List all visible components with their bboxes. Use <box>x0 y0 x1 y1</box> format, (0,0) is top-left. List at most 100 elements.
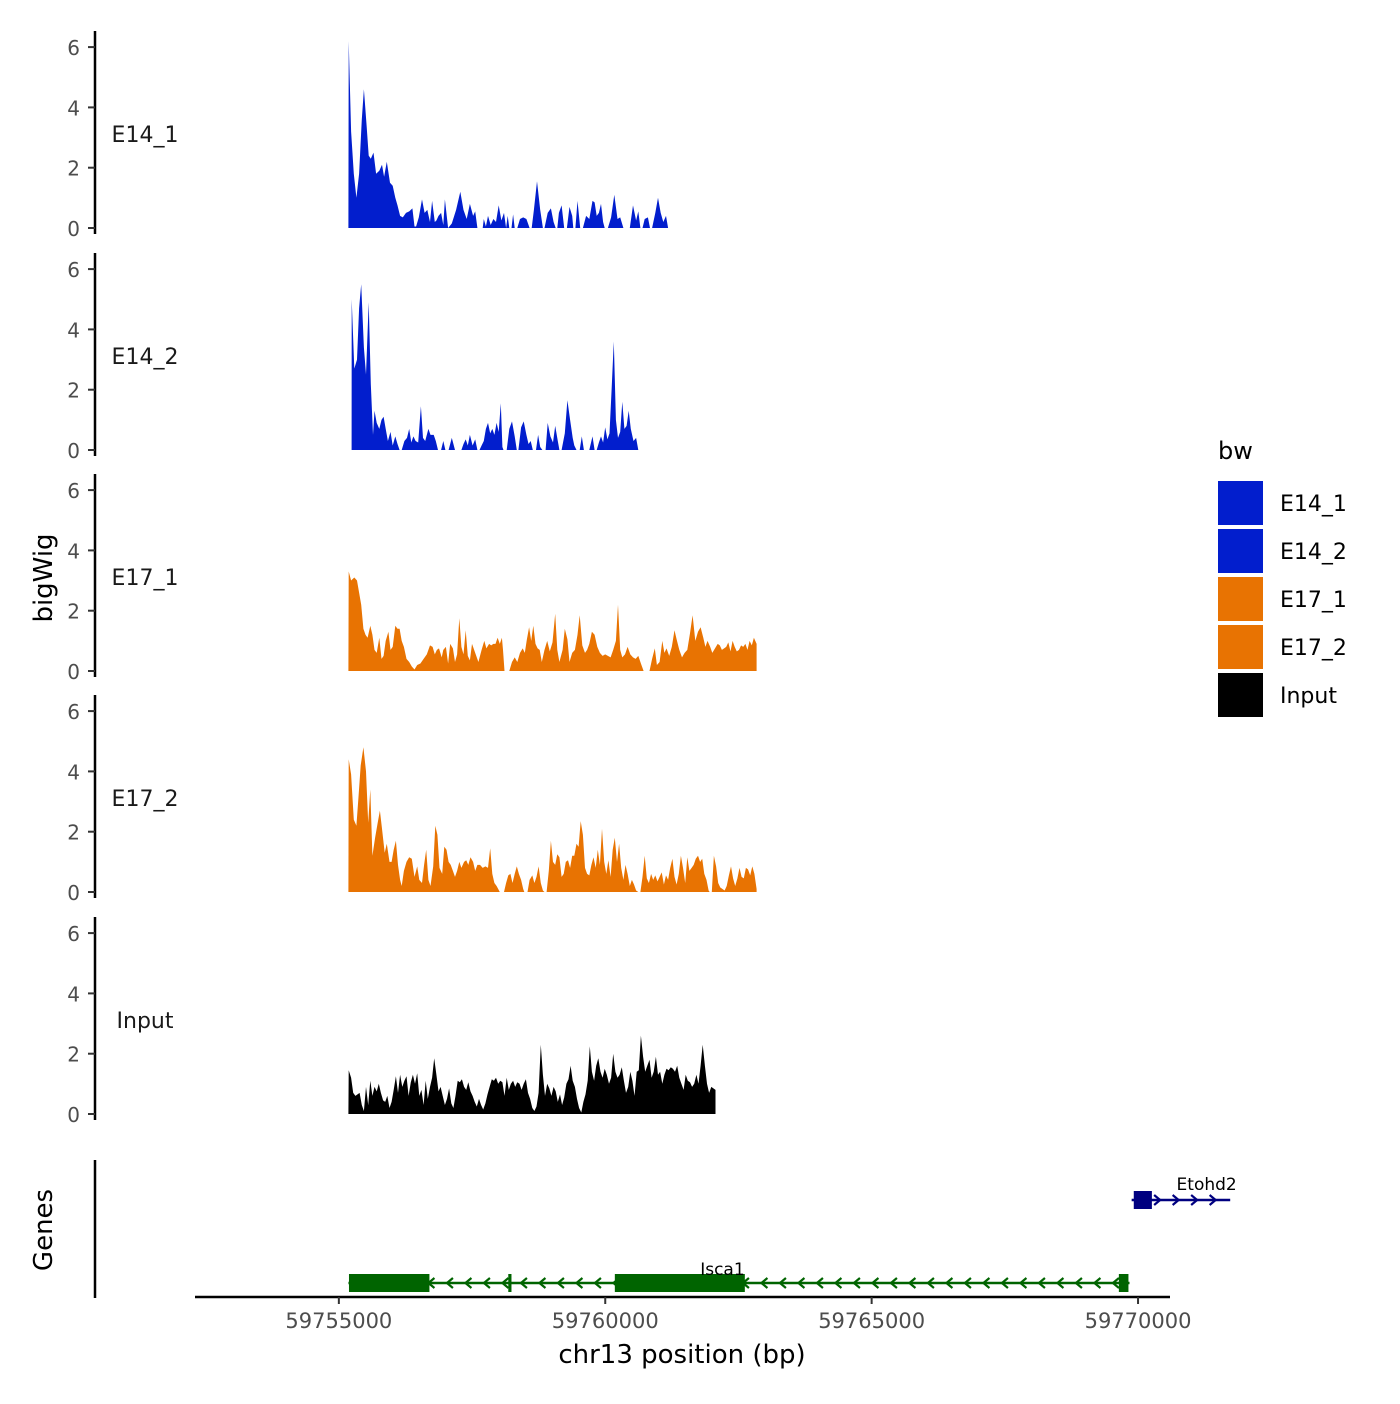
legend-swatch <box>1218 577 1263 621</box>
y-tick-label: 0 <box>67 439 80 463</box>
legend-swatch <box>1218 625 1263 669</box>
y-tick-label: 4 <box>67 539 80 563</box>
legend-label: Input <box>1280 684 1337 709</box>
strand-chevron <box>981 1277 991 1289</box>
strand-chevron <box>870 1277 880 1289</box>
legend-item-E14_2: E14_2 <box>1218 529 1347 573</box>
legend-swatch <box>1218 481 1263 525</box>
y-tick-label: 2 <box>67 821 80 845</box>
strand-chevron <box>944 1277 954 1289</box>
legend-title: bw <box>1218 437 1253 465</box>
x-axis-title: chr13 position (bp) <box>558 1340 805 1370</box>
y-tick-label: 2 <box>67 379 80 403</box>
strand-chevron <box>852 1277 861 1289</box>
track-label: Input <box>117 1009 174 1034</box>
gene-exon <box>1118 1274 1129 1292</box>
legend-label: E17_1 <box>1280 588 1347 613</box>
x-tick-label: 59765000 <box>818 1309 925 1333</box>
legend-label: E14_2 <box>1280 540 1347 565</box>
legend: bw E14_1 E14_2 E17_1 E17_2 Input <box>1218 437 1347 717</box>
y-tick-label: 2 <box>67 157 80 181</box>
strand-chevron <box>1153 1194 1162 1206</box>
signal-area <box>348 1035 716 1114</box>
x-tick-label: 59755000 <box>285 1309 392 1333</box>
legend-item-E17_2: E17_2 <box>1218 625 1347 669</box>
strand-chevron <box>778 1277 787 1289</box>
y-tick-label: 4 <box>67 318 80 342</box>
strand-chevron <box>926 1277 935 1289</box>
legend-swatch <box>1218 673 1263 717</box>
y-tick-label: 0 <box>67 660 80 684</box>
x-tick-label: 59770000 <box>1085 1309 1192 1333</box>
strand-chevron <box>593 1277 602 1289</box>
y-tick-label: 4 <box>67 760 80 784</box>
signal-area <box>351 284 639 450</box>
y-tick-label: 2 <box>67 600 80 624</box>
strand-chevron <box>833 1277 843 1289</box>
gene-Isca1: Isca1 <box>348 1260 1130 1292</box>
strand-chevron <box>1000 1277 1009 1289</box>
y-tick-label: 0 <box>67 217 80 241</box>
gene-exon <box>614 1274 745 1292</box>
gene-label: Isca1 <box>700 1260 744 1280</box>
y-tick-label: 2 <box>67 1043 80 1067</box>
genes-panel: 59755000 59760000 59765000 59770000 Etohd2 Is… <box>93 1160 1237 1333</box>
strand-chevron <box>556 1277 565 1289</box>
track-E14_1: 0 2 4 6 E14_1 <box>67 31 670 241</box>
legend-label: E17_2 <box>1280 636 1347 661</box>
y-tick-label: 6 <box>67 479 80 503</box>
track-label: E17_2 <box>112 787 179 812</box>
y-tick-label: 6 <box>67 922 80 946</box>
x-tick-label: 59760000 <box>552 1309 659 1333</box>
strand-chevron <box>815 1277 824 1289</box>
y-tick-label: 0 <box>67 881 80 905</box>
signal-area <box>348 747 757 892</box>
gene-exon <box>348 1274 430 1292</box>
gene-label: Etohd2 <box>1177 1175 1237 1195</box>
strand-chevron <box>1190 1194 1199 1206</box>
genes-axis-title: Genes <box>29 1189 59 1271</box>
strand-chevron <box>519 1277 528 1289</box>
strand-chevron <box>1171 1194 1181 1206</box>
y-tick-label: 6 <box>67 258 80 282</box>
strand-chevron <box>482 1277 491 1289</box>
y-tick-label: 6 <box>67 36 80 60</box>
y-tick-label: 4 <box>67 96 80 120</box>
track-E14_2: 0 2 4 6 E14_2 <box>67 253 639 463</box>
gene-Etohd2: Etohd2 <box>1131 1175 1237 1209</box>
gene-exon <box>508 1274 512 1292</box>
track-label: E14_2 <box>112 345 179 370</box>
strand-chevron <box>1111 1277 1120 1289</box>
track-E17_1: 0 2 4 6 E17_1 <box>67 474 757 684</box>
strand-chevron <box>500 1277 510 1289</box>
strand-chevron <box>1092 1277 1102 1289</box>
strand-chevron <box>574 1277 584 1289</box>
strand-chevron <box>1055 1277 1065 1289</box>
gene-exon <box>1133 1191 1152 1209</box>
tracks: 0 2 4 6 E14_1 0 2 4 6 E14_2 0 2 4 6 E17_1 0 2 4 6 E17_2 0 2 4 6… <box>67 31 757 1127</box>
legend-item-E17_1: E17_1 <box>1218 577 1347 621</box>
legend-item-E14_1: E14_1 <box>1218 481 1347 525</box>
strand-chevron <box>537 1277 547 1289</box>
strand-chevron <box>1074 1277 1083 1289</box>
track-E17_2: 0 2 4 6 E17_2 <box>67 695 757 905</box>
track-label: E17_1 <box>112 566 179 591</box>
strand-chevron <box>1208 1194 1218 1206</box>
strand-chevron <box>463 1277 473 1289</box>
y-axis-title: bigWig <box>29 533 59 622</box>
strand-chevron <box>796 1277 806 1289</box>
strand-chevron <box>889 1277 898 1289</box>
strand-chevron <box>445 1277 454 1289</box>
legend-label: E14_1 <box>1280 492 1347 517</box>
legend-item-Input: Input <box>1218 673 1337 717</box>
strand-chevron <box>759 1277 769 1289</box>
track-label: E14_1 <box>112 123 179 148</box>
y-tick-label: 4 <box>67 982 80 1006</box>
signal-area <box>348 571 757 671</box>
strand-chevron <box>907 1277 917 1289</box>
strand-chevron <box>963 1277 972 1289</box>
strand-chevron <box>1018 1277 1028 1289</box>
y-tick-label: 0 <box>67 1103 80 1127</box>
